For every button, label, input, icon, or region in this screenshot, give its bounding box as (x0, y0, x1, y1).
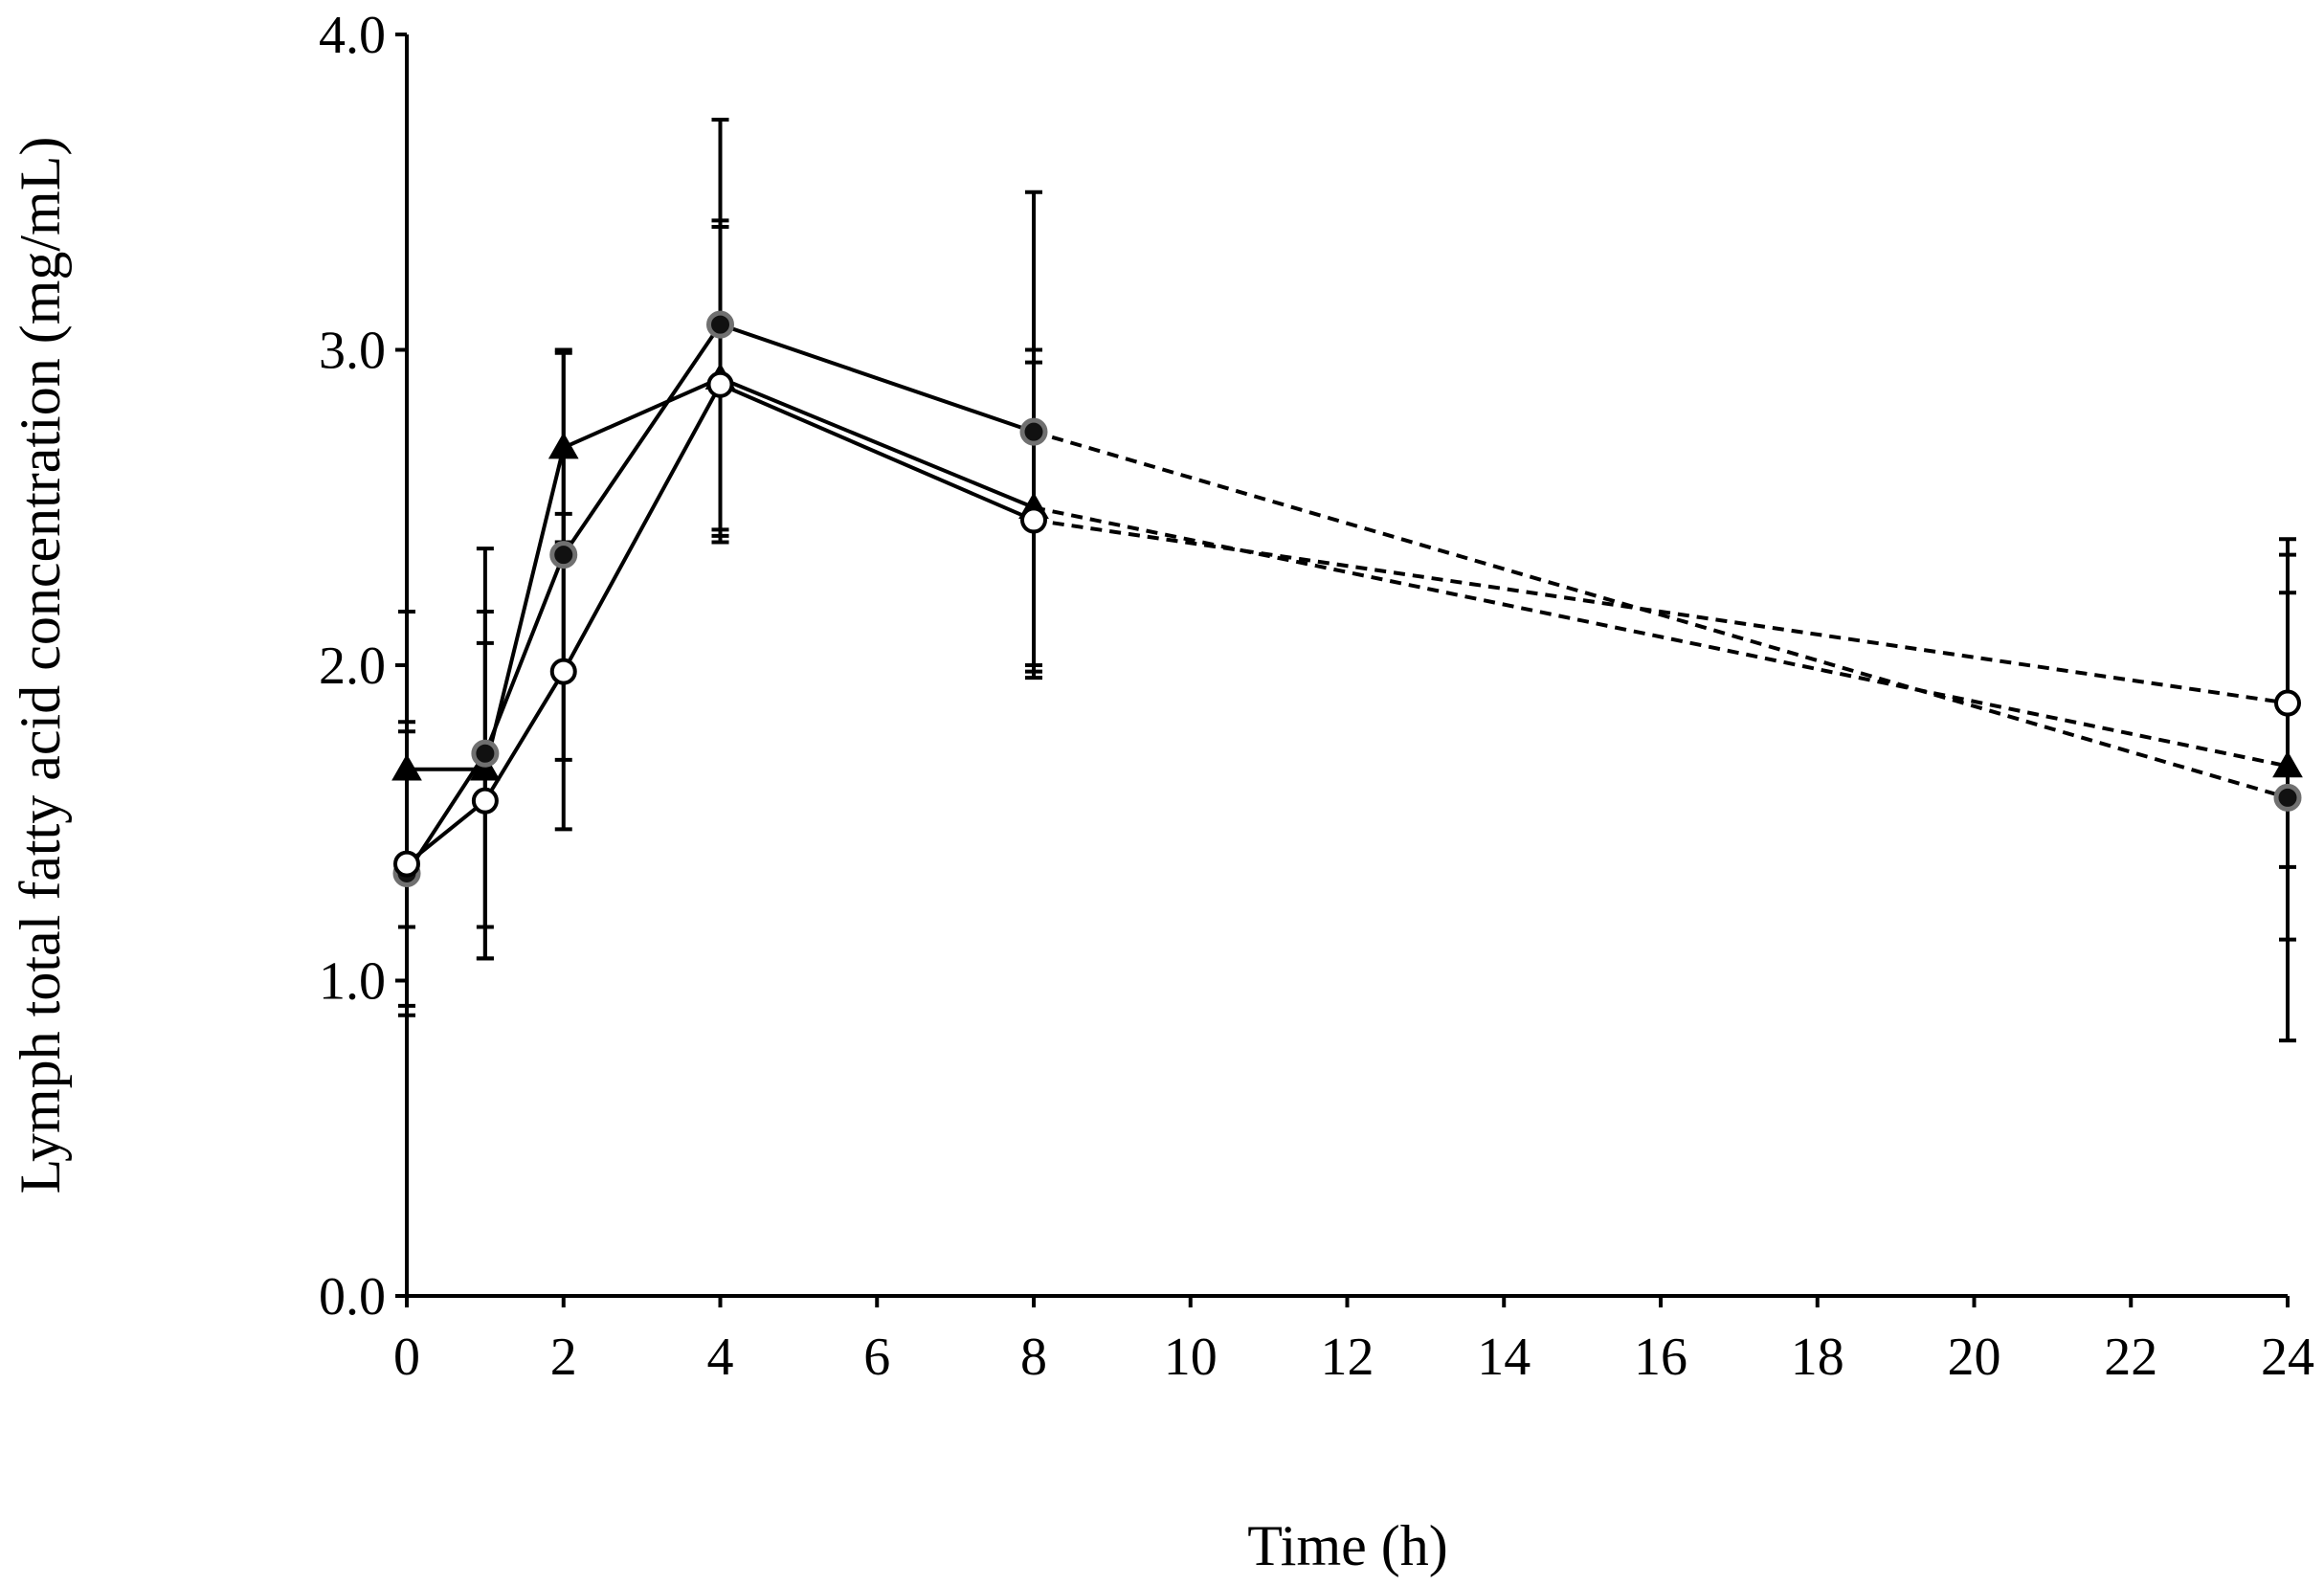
open-circle-marker (706, 370, 734, 398)
x-axis-label: Time (h) (1247, 1514, 1447, 1577)
series-markers (391, 310, 2303, 887)
x-tick-label: 14 (1477, 1328, 1531, 1387)
y-tick-label: 4.0 (319, 6, 386, 65)
x-tick-label: 2 (550, 1328, 577, 1387)
grey-circle-marker (471, 739, 500, 768)
x-tick-label: 20 (1948, 1328, 2001, 1387)
series-line-dashed (1033, 430, 2289, 800)
error-bars (398, 117, 2296, 1043)
x-tick-label: 12 (1321, 1328, 1374, 1387)
x-tick-label: 4 (707, 1328, 734, 1387)
open-circle-marker (1020, 506, 1047, 534)
triangle-marker (2272, 750, 2303, 778)
y-tick-label: 2.0 (319, 636, 386, 696)
y-axis-label: Lymph total fatty acid concentration (mg… (9, 137, 72, 1194)
x-tick-label: 18 (1791, 1328, 1844, 1387)
grey-circle-marker (706, 310, 734, 339)
x-tick-label: 10 (1164, 1328, 1218, 1387)
open-circle-marker (549, 658, 577, 685)
grey-circle-marker (2273, 783, 2302, 812)
tick-marks (395, 33, 2290, 1307)
open-circle-marker (2274, 689, 2301, 717)
grey-circle-marker (1019, 417, 1048, 446)
series-lines (405, 322, 2289, 875)
open-circle-marker (471, 787, 499, 815)
triangle-marker (391, 753, 422, 781)
triangle-marker (547, 432, 579, 459)
open-circle-marker (393, 850, 420, 878)
series-line-dashed (1033, 518, 2289, 705)
x-tick-label: 8 (1020, 1328, 1047, 1387)
triangle-marker (470, 753, 501, 781)
y-tick-label: 3.0 (319, 322, 386, 381)
x-tick-label: 0 (393, 1328, 420, 1387)
tick-labels: 0 2 4 6 8 10 12 14 16 18 20 22 240.01.02.03.04.0 (319, 6, 2314, 1387)
series-line-dashed (1033, 505, 2289, 769)
x-tick-label: 6 (863, 1328, 890, 1387)
axes (405, 34, 2288, 1298)
x-tick-label: 16 (1634, 1328, 1687, 1387)
y-tick-label: 1.0 (319, 952, 386, 1012)
x-tick-label: 22 (2104, 1328, 2157, 1387)
y-tick-label: 0.0 (319, 1267, 386, 1327)
x-tick-label: 24 (2261, 1328, 2314, 1387)
grey-circle-marker (549, 541, 578, 569)
